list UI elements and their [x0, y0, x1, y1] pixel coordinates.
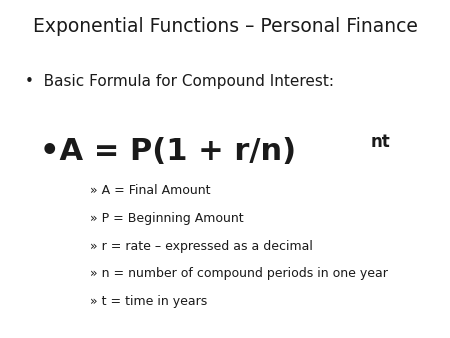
- Text: » r = rate – expressed as a decimal: » r = rate – expressed as a decimal: [90, 240, 313, 252]
- Text: •A = P(1 + r/n): •A = P(1 + r/n): [40, 137, 297, 166]
- Text: Exponential Functions – Personal Finance: Exponential Functions – Personal Finance: [32, 17, 418, 36]
- Text: nt: nt: [371, 133, 391, 151]
- Text: » n = number of compound periods in one year: » n = number of compound periods in one …: [90, 267, 388, 280]
- Text: » t = time in years: » t = time in years: [90, 295, 207, 308]
- Text: » A = Final Amount: » A = Final Amount: [90, 184, 211, 197]
- Text: •  Basic Formula for Compound Interest:: • Basic Formula for Compound Interest:: [25, 74, 334, 89]
- Text: » P = Beginning Amount: » P = Beginning Amount: [90, 212, 243, 225]
